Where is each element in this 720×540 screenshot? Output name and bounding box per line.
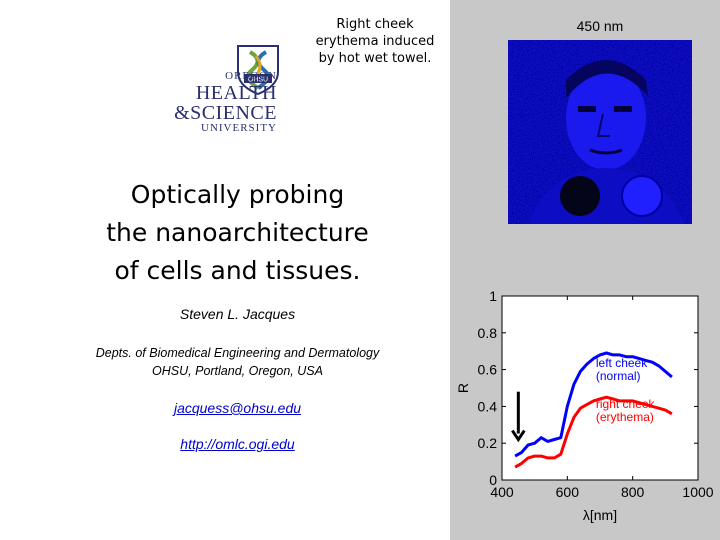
series-label-line2: (erythema) <box>596 410 654 424</box>
x-tick-label: 800 <box>621 484 645 500</box>
image-title: 450 nm <box>576 18 624 34</box>
series-label-line1: left cheek <box>596 356 648 370</box>
x-axis-label: λ[nm] <box>583 507 617 523</box>
caption-line-3: by hot wet towel. <box>318 51 432 66</box>
ohsu-logo-mark-icon: OHSU <box>237 45 279 96</box>
author-name: Steven L. Jacques <box>179 306 296 322</box>
series-line-left-cheek <box>514 351 673 458</box>
logo-line-2: HEALTH <box>195 82 277 104</box>
slide-title: Optically probing the nanoarchitecture o… <box>60 176 415 290</box>
caption-line-1: Right cheek <box>336 17 414 32</box>
series-label-line2: (normal) <box>596 369 641 383</box>
x-tick-label: 1000 <box>682 484 713 500</box>
y-tick-label: 0 <box>489 472 497 488</box>
y-tick-label: 0.4 <box>478 398 498 414</box>
caption-line-2: erythema induced <box>315 34 435 49</box>
y-tick-label: 0.2 <box>478 435 498 451</box>
y-tick-label: 0.8 <box>478 325 498 341</box>
logo-line-3: &SCIENCE <box>174 102 277 124</box>
affiliation: Depts. of Biomedical Engineering and Der… <box>60 344 415 380</box>
ohsu-logo: OHSU OREGON HEALTH &SCIENCE UNIVERSITY <box>140 42 285 137</box>
y-tick-label: 0.6 <box>478 362 498 378</box>
affiliation-line-2: OHSU, Portland, Oregon, USA <box>152 364 323 378</box>
logo-line-4: UNIVERSITY <box>201 122 277 134</box>
email-link-row: jacquess@ohsu.edu <box>60 400 415 416</box>
x-tick-label: 600 <box>556 484 580 500</box>
title-line-3: of cells and tissues. <box>114 256 361 285</box>
arrow-head <box>511 429 526 443</box>
logo-badge: OHSU <box>248 77 268 84</box>
series-label-line1: right cheek <box>596 397 656 411</box>
logo-line-1: OREGON <box>225 70 277 82</box>
website-link-row: http://omlc.ogi.edu <box>60 436 415 452</box>
title-line-1: Optically probing <box>130 180 345 209</box>
email-link[interactable]: jacquess@ohsu.edu <box>173 400 302 416</box>
title-line-2: the nanoarchitecture <box>106 218 369 247</box>
website-link[interactable]: http://omlc.ogi.edu <box>180 436 295 452</box>
y-tick-label: 1 <box>489 288 497 304</box>
figure-caption: Right cheek erythema induced by hot wet … <box>305 16 445 67</box>
series-line-right-cheek <box>514 395 673 469</box>
affiliation-line-1: Depts. of Biomedical Engineering and Der… <box>95 346 380 360</box>
x-tick-label: 400 <box>490 484 514 500</box>
y-axis-label: R <box>455 383 471 393</box>
face-image-450nm <box>508 40 692 224</box>
plot-area <box>501 295 699 481</box>
